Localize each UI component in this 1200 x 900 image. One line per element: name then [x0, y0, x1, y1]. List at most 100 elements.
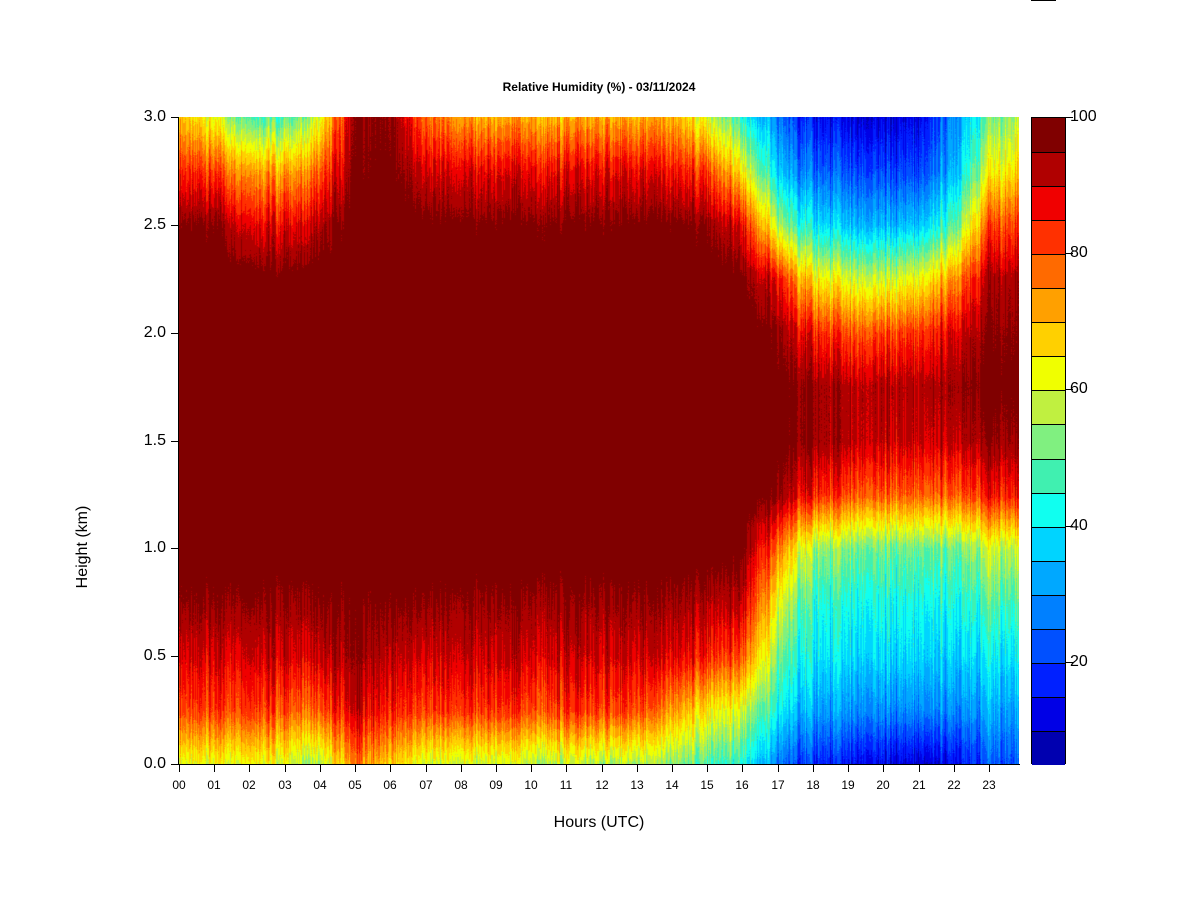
colorbar-band: [1032, 560, 1065, 595]
colorbar: [1031, 117, 1066, 765]
colorbar-band: [1032, 254, 1065, 289]
colorbar-tick-label: 40: [1070, 517, 1088, 534]
x-tick-label: 22: [947, 778, 961, 792]
x-tick-label: 09: [489, 778, 503, 792]
x-tick: [954, 765, 955, 772]
x-tick-label: 16: [735, 778, 749, 792]
x-tick-label: 07: [419, 778, 433, 792]
x-tick: [919, 765, 920, 772]
x-tick: [355, 765, 356, 772]
x-tick-label: 00: [172, 778, 186, 792]
colorbar-band: [1032, 186, 1065, 221]
x-tick-label: 01: [207, 778, 221, 792]
x-tick-label: 05: [348, 778, 362, 792]
colorbar-band: [1032, 356, 1065, 391]
y-axis-label: Height (km): [74, 505, 91, 589]
colorbar-tick: [1066, 117, 1073, 118]
y-tick: [171, 764, 178, 765]
x-tick-label: 18: [806, 778, 820, 792]
x-tick: [531, 765, 532, 772]
x-tick: [637, 765, 638, 772]
colorbar-band: [1032, 118, 1065, 153]
y-tick-label: 1.5: [143, 432, 166, 449]
colorbar-band: [1032, 288, 1065, 323]
colorbar-tick-label: 60: [1070, 380, 1088, 397]
colorbar-tick: [1066, 389, 1073, 390]
colorbar-band: [1032, 662, 1065, 697]
y-tick-label: 2.0: [143, 324, 166, 341]
chart-title: Relative Humidity (%) - 03/11/2024: [502, 80, 696, 94]
x-tick: [320, 765, 321, 772]
colorbar-band: [1032, 220, 1065, 255]
x-tick-label: 17: [771, 778, 785, 792]
colorbar-band: [1032, 458, 1065, 493]
x-tick-label: 14: [665, 778, 679, 792]
x-tick: [848, 765, 849, 772]
colorbar-tick-label: 100: [1070, 108, 1097, 125]
colorbar-tick: [1066, 662, 1073, 663]
x-tick: [742, 765, 743, 772]
y-tick: [171, 656, 178, 657]
x-tick: [496, 765, 497, 772]
y-tick: [171, 333, 178, 334]
colorbar-band: [1032, 322, 1065, 357]
colorbar-band: [1032, 152, 1065, 187]
colorbar-band: [1032, 696, 1065, 731]
x-tick-label: 10: [524, 778, 538, 792]
y-tick-label: 0.0: [143, 755, 166, 772]
y-tick-label: 2.5: [143, 216, 166, 233]
plot-area: [179, 117, 1019, 764]
x-tick: [813, 765, 814, 772]
x-tick-label: 13: [630, 778, 644, 792]
corner-mark: [1031, 0, 1056, 1]
colorbar-band: [1032, 730, 1065, 765]
colorbar-band: [1032, 628, 1065, 663]
x-tick: [461, 765, 462, 772]
colorbar-tick: [1066, 253, 1073, 254]
x-tick-label: 19: [841, 778, 855, 792]
x-tick: [672, 765, 673, 772]
x-tick-label: 20: [876, 778, 890, 792]
y-tick-label: 1.0: [143, 539, 166, 556]
x-tick-label: 15: [700, 778, 714, 792]
x-tick: [989, 765, 990, 772]
y-tick-label: 3.0: [143, 108, 166, 125]
x-tick: [179, 765, 180, 772]
x-tick-label: 04: [313, 778, 327, 792]
x-tick: [285, 765, 286, 772]
colorbar-band: [1032, 390, 1065, 425]
x-tick: [883, 765, 884, 772]
x-tick: [390, 765, 391, 772]
colorbar-tick-label: 20: [1070, 653, 1088, 670]
x-tick-label: 06: [383, 778, 397, 792]
x-tick: [249, 765, 250, 772]
x-tick: [602, 765, 603, 772]
x-tick: [426, 765, 427, 772]
y-axis-line: [178, 117, 179, 765]
x-tick-label: 03: [278, 778, 292, 792]
y-tick: [171, 441, 178, 442]
colorbar-band: [1032, 526, 1065, 561]
colorbar-band: [1032, 594, 1065, 629]
colorbar-band: [1032, 424, 1065, 459]
colorbar-tick-label: 80: [1070, 244, 1088, 261]
x-axis-line: [178, 764, 1020, 765]
y-tick: [171, 117, 178, 118]
colorbar-band: [1032, 492, 1065, 527]
x-axis-label: Hours (UTC): [553, 814, 645, 831]
humidity-heatmap: [179, 117, 1019, 764]
x-tick-label: 02: [242, 778, 256, 792]
x-tick: [778, 765, 779, 772]
x-tick-label: 21: [912, 778, 926, 792]
y-tick: [171, 225, 178, 226]
x-tick-label: 11: [559, 778, 573, 792]
colorbar-tick: [1066, 526, 1073, 527]
x-tick-label: 08: [454, 778, 468, 792]
y-tick-label: 0.5: [143, 647, 166, 664]
x-tick-label: 12: [595, 778, 609, 792]
y-tick: [171, 548, 178, 549]
x-tick: [566, 765, 567, 772]
x-tick: [214, 765, 215, 772]
x-tick-label: 23: [982, 778, 996, 792]
x-tick: [707, 765, 708, 772]
